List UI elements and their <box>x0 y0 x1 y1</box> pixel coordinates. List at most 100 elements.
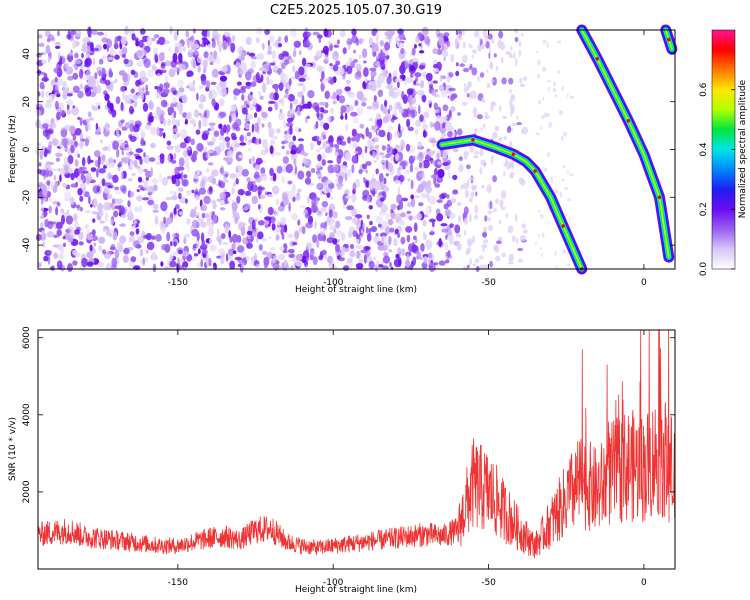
noise-blob <box>128 151 134 155</box>
noise-blob <box>283 259 288 267</box>
noise-blob <box>258 138 262 145</box>
noise-blob <box>493 208 498 213</box>
noise-blob <box>505 213 509 218</box>
noise-blob <box>279 99 283 104</box>
noise-blob <box>562 248 566 255</box>
noise-blob <box>429 205 432 214</box>
noise-blob <box>269 247 276 251</box>
noise-blob <box>40 222 44 228</box>
noise-blob <box>405 169 410 174</box>
noise-blob <box>438 237 443 248</box>
noise-blob <box>54 180 59 189</box>
colorbar-tick-label: 0.6 <box>699 82 709 97</box>
noise-blob <box>120 36 128 46</box>
noise-blob <box>472 235 475 244</box>
noise-blob <box>281 62 286 70</box>
noise-blob <box>382 255 391 264</box>
noise-blob <box>160 201 168 212</box>
noise-blob <box>419 114 424 122</box>
noise-blob <box>130 69 136 76</box>
noise-blob <box>209 125 215 132</box>
noise-blob <box>482 233 487 237</box>
noise-blob <box>364 145 368 154</box>
noise-blob <box>537 233 541 238</box>
noise-blob <box>187 38 190 49</box>
noise-blob <box>568 216 571 223</box>
noise-blob <box>129 231 135 236</box>
noise-blob <box>38 162 42 167</box>
noise-blob <box>437 161 443 166</box>
noise-blob <box>122 255 129 263</box>
noise-blob <box>365 226 369 234</box>
spectrogram-y-tick-label: 0 <box>22 146 32 152</box>
noise-blob <box>450 197 457 204</box>
noise-blob <box>370 226 378 233</box>
noise-blob <box>211 68 219 78</box>
noise-blob <box>146 241 155 251</box>
noise-blob <box>58 254 64 260</box>
noise-blob <box>381 159 387 163</box>
noise-blob <box>324 253 327 261</box>
noise-blob <box>329 107 335 114</box>
spectrogram-tracks <box>436 24 678 275</box>
noise-blob <box>196 142 204 152</box>
noise-blob <box>84 138 89 147</box>
noise-blob <box>180 129 188 139</box>
noise-blob <box>329 43 333 52</box>
noise-blob <box>198 187 207 195</box>
noise-blob <box>546 42 549 48</box>
noise-blob <box>451 93 458 99</box>
noise-blob <box>173 152 177 160</box>
noise-blob <box>163 216 167 224</box>
noise-blob <box>324 147 332 154</box>
noise-blob <box>231 202 236 209</box>
noise-blob <box>482 248 485 253</box>
noise-blob <box>429 139 437 143</box>
noise-blob <box>179 258 184 263</box>
noise-blob <box>397 186 401 195</box>
noise-blob <box>234 256 242 261</box>
noise-blob <box>41 59 47 64</box>
noise-blob <box>150 126 157 136</box>
noise-blob <box>245 81 252 86</box>
noise-blob <box>486 69 489 73</box>
noise-blob <box>272 66 279 72</box>
noise-blob <box>62 147 67 151</box>
noise-blob <box>246 177 251 183</box>
noise-blob <box>481 243 488 249</box>
noise-blob <box>113 210 119 218</box>
noise-blob <box>130 256 137 263</box>
noise-blob <box>481 184 485 189</box>
colorbar-label: Normalized spectral amplitude <box>738 79 748 218</box>
noise-blob <box>186 111 192 120</box>
noise-blob <box>412 215 417 221</box>
noise-blob <box>83 64 90 68</box>
noise-blob <box>134 120 142 128</box>
noise-blob <box>463 151 470 156</box>
noise-blob <box>129 123 134 133</box>
noise-blob <box>287 248 295 254</box>
colorbar-tick-label: 0.2 <box>699 202 709 216</box>
noise-blob <box>429 231 435 236</box>
noise-blob <box>299 205 306 209</box>
noise-blob <box>552 87 556 93</box>
colorbar-tick-label: 0.0 <box>699 262 709 277</box>
noise-blob <box>196 169 200 176</box>
noise-blob <box>482 159 486 168</box>
noise-blob <box>229 260 236 270</box>
noise-blob <box>354 251 362 260</box>
noise-blob <box>368 260 375 270</box>
noise-blob <box>414 44 417 49</box>
noise-blob <box>523 229 528 235</box>
noise-blob <box>491 79 494 83</box>
noise-blob <box>237 68 244 77</box>
noise-blob <box>315 148 321 153</box>
noise-blob <box>323 28 329 37</box>
noise-blob <box>310 204 318 214</box>
noise-blob <box>125 122 131 129</box>
noise-blob <box>547 151 551 158</box>
noise-blob <box>306 170 312 178</box>
noise-blob <box>426 193 430 202</box>
noise-blob <box>284 224 288 233</box>
noise-blob <box>273 229 279 234</box>
